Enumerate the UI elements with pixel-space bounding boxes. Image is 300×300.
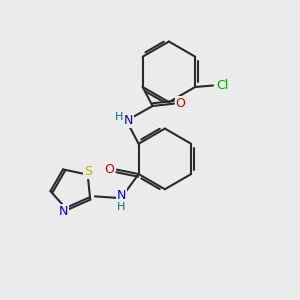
- Text: H: H: [115, 112, 123, 122]
- Text: N: N: [117, 189, 126, 202]
- Text: N: N: [124, 114, 133, 128]
- Text: O: O: [104, 163, 114, 176]
- Text: Cl: Cl: [217, 79, 229, 92]
- Text: N: N: [59, 205, 68, 218]
- Text: H: H: [117, 202, 126, 212]
- Text: O: O: [176, 97, 185, 110]
- Text: S: S: [84, 165, 92, 178]
